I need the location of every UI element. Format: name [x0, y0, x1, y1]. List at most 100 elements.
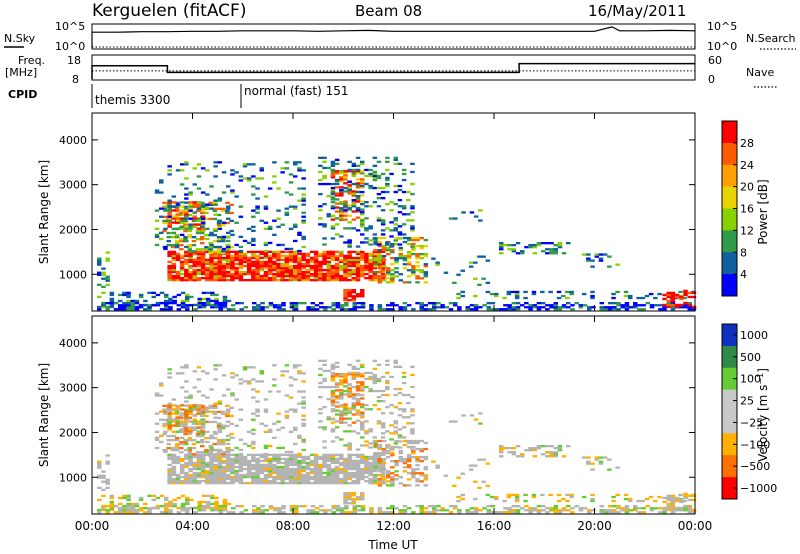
velocity-cell	[196, 366, 202, 369]
power-cell	[545, 242, 550, 245]
x-tick-label: 16:00	[477, 519, 512, 533]
velocity-cell	[174, 439, 180, 442]
power-cell	[172, 302, 177, 305]
power-cell	[343, 254, 348, 258]
velocity-cell	[549, 509, 554, 512]
velocity-cell	[360, 455, 365, 459]
power-cell	[515, 302, 521, 305]
power-cell	[410, 227, 415, 230]
date-title: 16/May/2011	[588, 2, 686, 20]
velocity-cell	[506, 493, 512, 497]
power-cell	[330, 227, 336, 230]
velocity-cell	[515, 509, 521, 512]
power-cell	[401, 213, 407, 216]
power-cell	[284, 211, 290, 214]
velocity-cell	[167, 428, 172, 431]
velocity-cell	[251, 467, 256, 471]
power-cell	[355, 209, 361, 212]
power-cell	[578, 304, 584, 307]
power-cell	[226, 266, 231, 270]
velocity-cell	[406, 456, 412, 459]
power-cell	[238, 252, 244, 256]
velocity-cell	[293, 482, 298, 485]
velocity-cell	[390, 482, 395, 485]
power-cell	[280, 270, 285, 274]
velocity-cell	[280, 426, 285, 429]
power-cell	[267, 266, 273, 270]
power-cell	[293, 252, 298, 256]
velocity-cell	[109, 494, 115, 497]
power-cell	[109, 297, 115, 301]
power-cell	[305, 260, 311, 264]
velocity-cell	[159, 418, 164, 421]
power-cell	[267, 270, 273, 274]
power-cell	[545, 248, 550, 251]
power-cell	[351, 279, 357, 282]
power-cell	[322, 156, 327, 159]
velocity-cell	[515, 505, 521, 508]
velocity-cell	[347, 395, 352, 398]
velocity-cell	[184, 428, 189, 431]
velocity-cell	[347, 498, 352, 501]
power-cell	[373, 279, 378, 282]
power-cell	[293, 175, 298, 178]
power-cell	[196, 250, 202, 253]
velocity-cell	[339, 480, 344, 483]
power-cell	[200, 264, 206, 268]
power-cell	[658, 304, 663, 307]
velocity-cell	[168, 505, 173, 508]
velocity-cell	[238, 455, 244, 459]
power-cell	[566, 306, 571, 309]
velocity-cell	[101, 480, 106, 483]
power-cell	[289, 304, 295, 307]
velocity-cell	[561, 509, 567, 512]
velocity-cell	[187, 437, 192, 440]
power-cell	[372, 176, 378, 180]
velocity-cell	[398, 449, 403, 453]
velocity-cell	[196, 480, 202, 483]
velocity-cell	[277, 509, 282, 512]
velocity-cell	[347, 448, 352, 451]
velocity-cell	[549, 507, 554, 510]
velocity-cell	[565, 499, 570, 503]
nsky-label: N.Sky	[4, 32, 36, 45]
velocity-cell	[214, 507, 219, 510]
power-cell	[372, 170, 378, 174]
velocity-cell	[380, 422, 386, 425]
velocity-cell	[183, 441, 188, 444]
velocity-cell	[411, 476, 416, 479]
power-cell	[352, 304, 357, 307]
velocity-cell	[208, 404, 213, 407]
power-cell	[263, 279, 269, 282]
velocity-cell	[183, 432, 188, 436]
velocity-cell	[393, 430, 398, 433]
power-cell	[263, 274, 269, 278]
velocity-cell	[216, 424, 222, 428]
velocity-cell	[297, 482, 302, 485]
velocity-cell	[334, 459, 340, 463]
power-cell	[276, 225, 281, 228]
power-cell	[313, 256, 319, 260]
power-cell	[313, 277, 319, 280]
power-cell	[230, 272, 235, 276]
power-cell	[170, 246, 176, 249]
velocity-cell	[109, 500, 115, 504]
power-cell	[507, 248, 512, 251]
velocity-cell	[401, 436, 407, 439]
power-cell	[557, 242, 563, 245]
velocity-cell	[636, 499, 641, 503]
velocity-cell	[105, 511, 110, 514]
power-cell	[188, 217, 193, 220]
velocity-cell	[180, 507, 186, 510]
power-cell	[263, 272, 269, 276]
velocity-cell	[347, 391, 352, 395]
power-cell	[192, 277, 197, 280]
power-cell	[221, 207, 226, 210]
velocity-cell	[205, 505, 211, 508]
power-cell	[356, 302, 362, 305]
power-cell	[330, 198, 336, 201]
velocity-cell	[170, 449, 176, 452]
velocity-cell	[267, 471, 273, 475]
velocity-cell	[226, 465, 231, 469]
velocity-cell	[126, 511, 131, 514]
